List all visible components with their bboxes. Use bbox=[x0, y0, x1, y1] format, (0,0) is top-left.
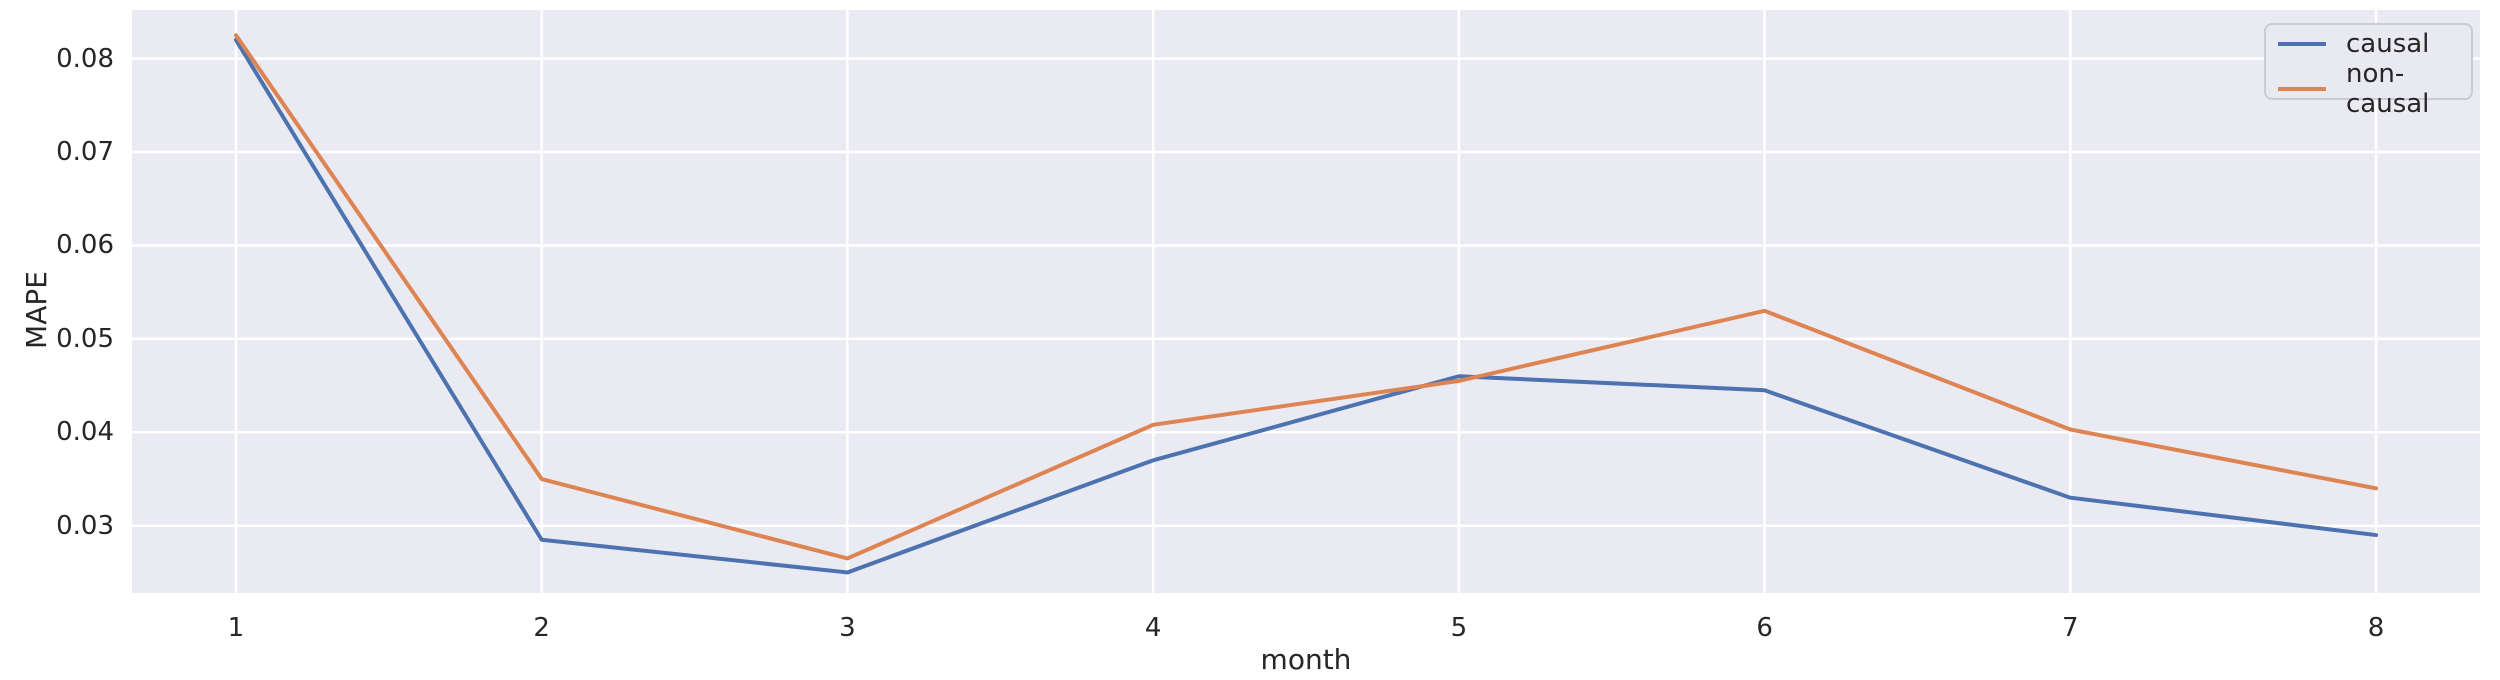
series-line-non-causal bbox=[233, 33, 2379, 561]
series-line-causal bbox=[233, 37, 2379, 575]
x-tick-label: 8 bbox=[2367, 613, 2385, 643]
x-tick-label: 1 bbox=[227, 613, 245, 643]
legend-item-causal: causal bbox=[2278, 29, 2471, 59]
legend-item-non-causal: non-causal bbox=[2278, 59, 2471, 119]
y-tick-label: 0.04 bbox=[56, 417, 114, 448]
y-tick-label: 0.03 bbox=[56, 510, 114, 541]
y-tick-label: 0.08 bbox=[56, 43, 114, 74]
legend-swatch-causal bbox=[2278, 42, 2326, 46]
x-tick-label: 6 bbox=[1756, 613, 1773, 643]
line-chart bbox=[132, 10, 2480, 593]
legend-label: causal bbox=[2346, 29, 2430, 59]
x-tick-label: 2 bbox=[533, 613, 550, 643]
x-tick-label: 3 bbox=[839, 613, 856, 643]
plot-background bbox=[132, 10, 2480, 593]
x-tick-label: 4 bbox=[1144, 613, 1162, 643]
y-tick-label: 0.06 bbox=[56, 230, 114, 261]
legend-label: non-causal bbox=[2346, 59, 2430, 119]
y-tick-label: 0.07 bbox=[56, 137, 114, 167]
legend-swatch-non-causal bbox=[2278, 87, 2326, 91]
x-tick-label: 5 bbox=[1450, 613, 1468, 643]
y-axis-label: MAPE bbox=[20, 271, 53, 349]
plot-area bbox=[132, 10, 2480, 593]
legend: causal non-causal bbox=[2264, 23, 2473, 119]
x-axis-label: month bbox=[1260, 643, 1352, 676]
x-tick-label: 7 bbox=[2062, 613, 2079, 643]
y-tick-label: 0.05 bbox=[56, 323, 114, 354]
